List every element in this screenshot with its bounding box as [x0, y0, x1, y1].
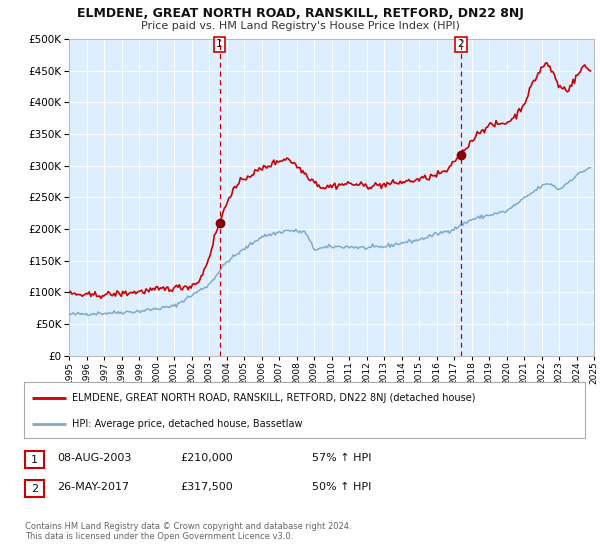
Text: 2: 2	[31, 484, 38, 494]
Text: ELMDENE, GREAT NORTH ROAD, RANSKILL, RETFORD, DN22 8NJ (detached house): ELMDENE, GREAT NORTH ROAD, RANSKILL, RET…	[71, 393, 475, 403]
Text: 1: 1	[216, 39, 223, 49]
Text: 26-MAY-2017: 26-MAY-2017	[57, 482, 129, 492]
Text: Contains HM Land Registry data © Crown copyright and database right 2024.
This d: Contains HM Land Registry data © Crown c…	[25, 522, 352, 542]
Text: Price paid vs. HM Land Registry's House Price Index (HPI): Price paid vs. HM Land Registry's House …	[140, 21, 460, 31]
Text: 1: 1	[31, 455, 38, 465]
Text: 2: 2	[458, 39, 464, 49]
Text: 57% ↑ HPI: 57% ↑ HPI	[312, 453, 371, 463]
Text: ELMDENE, GREAT NORTH ROAD, RANSKILL, RETFORD, DN22 8NJ: ELMDENE, GREAT NORTH ROAD, RANSKILL, RET…	[77, 7, 523, 20]
Text: £210,000: £210,000	[180, 453, 233, 463]
Text: HPI: Average price, detached house, Bassetlaw: HPI: Average price, detached house, Bass…	[71, 419, 302, 429]
Text: £317,500: £317,500	[180, 482, 233, 492]
Text: 08-AUG-2003: 08-AUG-2003	[57, 453, 131, 463]
Text: 50% ↑ HPI: 50% ↑ HPI	[312, 482, 371, 492]
